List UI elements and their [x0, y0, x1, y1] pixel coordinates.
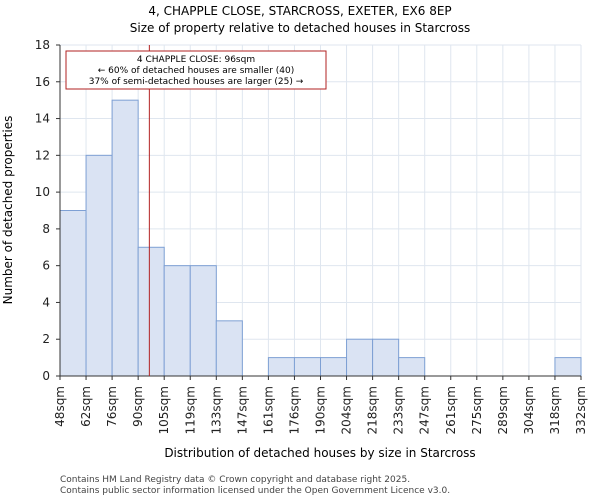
x-tick-label: 247sqm: [418, 386, 432, 434]
x-tick-label: 76sqm: [105, 386, 119, 427]
histogram-bar: [215, 320, 243, 377]
x-tick-label: 204sqm: [340, 386, 354, 434]
histogram-bar: [554, 357, 582, 377]
x-tick-label: 318sqm: [548, 386, 562, 434]
histogram-bar: [189, 265, 217, 377]
x-tick-label: 190sqm: [314, 386, 328, 434]
y-tick-label: 10: [35, 185, 50, 199]
histogram-bar: [346, 338, 374, 377]
x-tick-label: 275sqm: [470, 386, 484, 434]
histogram-bar: [267, 357, 295, 377]
x-axis-label: Distribution of detached houses by size …: [164, 446, 475, 460]
y-tick-label: 8: [42, 222, 50, 236]
annotation-frame: [65, 50, 327, 90]
y-tick-label: 16: [35, 75, 50, 89]
y-axis-label: Number of detached properties: [1, 116, 15, 305]
y-tick-label: 4: [42, 295, 50, 309]
histogram-bar: [372, 338, 400, 377]
annotation-line-1: 4 CHAPPLE CLOSE: 96sqm: [137, 55, 255, 65]
x-tick-label: 133sqm: [209, 386, 223, 434]
axes: 0 2 4 6 8 10 12 14 16 18 48sqm 62sqm 76sqm 90sqm 105sq…: [35, 38, 588, 434]
histogram-bar: [137, 246, 165, 377]
histogram-bar: [293, 357, 322, 377]
histogram-bar: [85, 154, 113, 377]
x-tick-label: 62sqm: [79, 386, 93, 427]
footer-line-1: Contains HM Land Registry data © Crown c…: [60, 475, 410, 485]
footer-line-2: Contains public sector information licen…: [60, 486, 450, 496]
x-tick-label: 176sqm: [287, 386, 301, 434]
x-tick-label: 90sqm: [131, 386, 145, 427]
x-tick-label: 218sqm: [366, 386, 380, 434]
y-tick-label: 12: [35, 148, 50, 162]
x-tick-label: 161sqm: [261, 386, 275, 434]
histogram-bar: [59, 210, 87, 377]
x-tick-label: 289sqm: [496, 386, 510, 434]
histogram-bar: [163, 265, 191, 377]
x-tick-label: 48sqm: [53, 386, 67, 427]
chart-title: 4, CHAPPLE CLOSE, STARCROSS, EXETER, EX6…: [148, 4, 451, 18]
x-tick-label: 332sqm: [574, 386, 588, 434]
annotation-line-2: ← 60% of detached houses are smaller (40…: [98, 66, 295, 76]
y-tick-label: 18: [35, 38, 50, 52]
histogram-bar: [111, 99, 139, 377]
histogram-bar: [398, 357, 426, 377]
annotation-box: 4 CHAPPLE CLOSE: 96sqm ← 60% of detached…: [65, 50, 327, 90]
annotation-line-3: 37% of semi-detached houses are larger (…: [89, 77, 304, 87]
x-tick-label: 261sqm: [444, 386, 458, 434]
x-tick-label: 105sqm: [157, 386, 171, 434]
y-tick-label: 14: [35, 112, 50, 126]
x-tick-label: 304sqm: [522, 386, 536, 434]
x-tick-label: 119sqm: [183, 386, 197, 434]
y-tick-label: 6: [42, 259, 50, 273]
x-tick-label: 147sqm: [235, 386, 249, 434]
y-tick-label: 2: [42, 332, 50, 346]
histogram-bar: [320, 357, 348, 377]
chart-subtitle: Size of property relative to detached ho…: [130, 21, 471, 35]
y-tick-label: 0: [42, 369, 50, 383]
x-tick-label: 233sqm: [392, 386, 406, 434]
bars: [59, 99, 582, 377]
